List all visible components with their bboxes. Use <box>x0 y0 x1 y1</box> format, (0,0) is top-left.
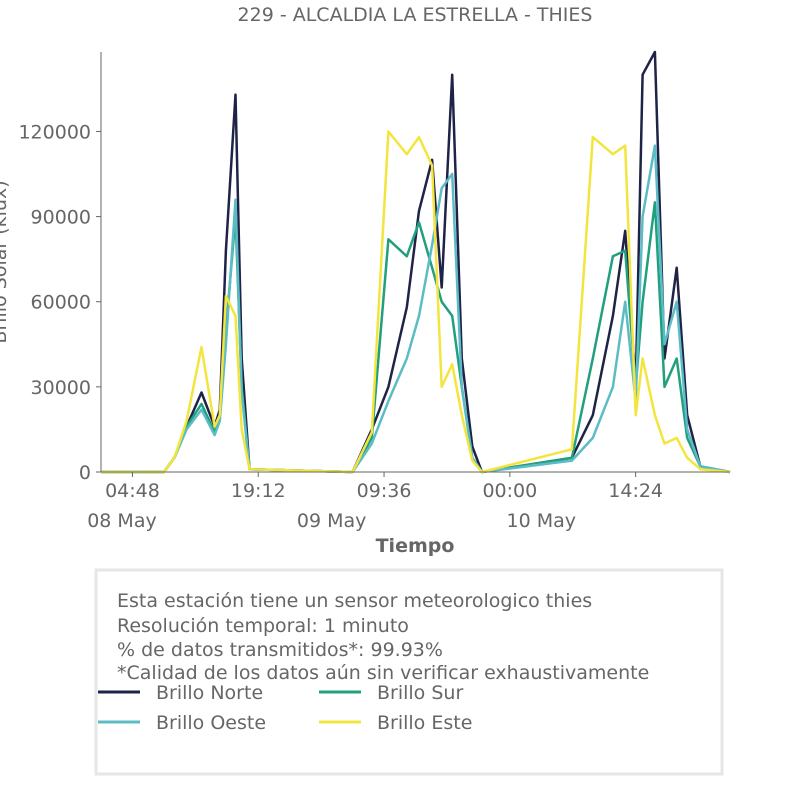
info-line-station: Esta estación tiene un sensor meteorolog… <box>117 590 592 612</box>
info-line-quality-note: *Calidad de los datos aún sin verificar … <box>117 662 649 684</box>
legend-label-0: Brillo Norte <box>156 682 263 704</box>
x-axis-ticks: 04:48 19:12 09:36 00:00 14:24 <box>105 472 663 502</box>
legend-label-3: Brillo Este <box>377 712 472 734</box>
x-tick-label-1: 19:12 <box>231 480 286 502</box>
y-axis-label: Brillo Solar (klux) <box>0 180 11 343</box>
y-tick-label-3: 90000 <box>31 207 91 229</box>
x-date-label-2: 10 May <box>507 510 577 532</box>
x-axis-date-labels: 08 May 09 May 10 May <box>87 510 576 532</box>
y-axis-ticks: 0 30000 60000 90000 120000 <box>18 121 101 484</box>
series-lines <box>101 50 731 474</box>
y-tick-label-1: 30000 <box>31 377 91 399</box>
y-tick-label-0: 0 <box>79 462 91 484</box>
info-line-transmitted: % de datos transmitidos*: 99.93% <box>117 639 443 661</box>
y-tick-label-4: 120000 <box>18 121 91 143</box>
x-tick-label-0: 04:48 <box>105 480 160 502</box>
info-line-resolution: Resolución temporal: 1 minuto <box>117 615 409 637</box>
x-tick-label-4: 14:24 <box>608 480 663 502</box>
x-tick-label-2: 09:36 <box>357 480 412 502</box>
chart-title: 229 - ALCALDIA LA ESTRELLA - THIES <box>238 4 593 26</box>
legend-label-1: Brillo Sur <box>377 682 463 704</box>
y-tick-label-2: 60000 <box>31 292 91 314</box>
x-date-label-1: 09 May <box>297 510 367 532</box>
info-legend-box <box>94 568 724 776</box>
legend-label-2: Brillo Oeste <box>156 712 266 734</box>
x-date-label-0: 08 May <box>87 510 157 532</box>
series-line-3 <box>101 130 731 474</box>
x-tick-label-3: 00:00 <box>482 480 537 502</box>
series-line-2 <box>101 144 731 474</box>
legend: Brillo Norte Brillo Sur Brillo Oeste Brillo… <box>98 682 472 734</box>
x-axis-label: Tiempo <box>376 535 455 557</box>
